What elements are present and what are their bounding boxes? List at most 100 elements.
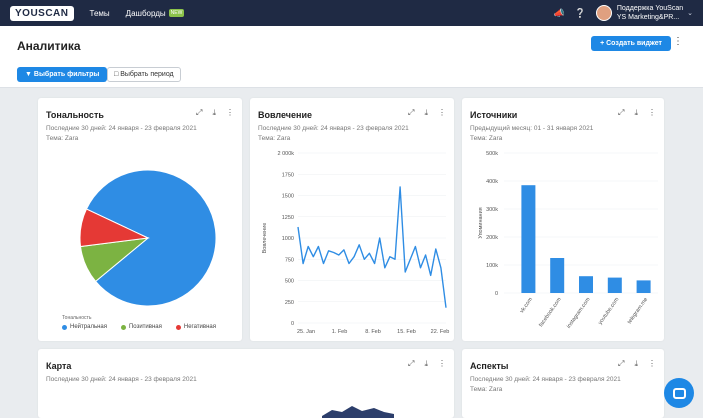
calendar-icon: □ bbox=[114, 71, 119, 78]
bar-vk.com[interactable] bbox=[521, 185, 536, 293]
y-tick-label: 200k bbox=[486, 235, 498, 241]
y-tick-label: 0 bbox=[291, 321, 294, 327]
nav-dashboards[interactable]: Дашборды NEW bbox=[126, 9, 185, 18]
engagement-series-line[interactable] bbox=[297, 186, 447, 308]
y-tick-label: 0 bbox=[495, 291, 498, 297]
card-topic: Тема: Zara bbox=[470, 386, 503, 393]
sentiment-card: Тональность Последние 30 дней: 24 января… bbox=[38, 98, 242, 341]
y-tick-label: 100k bbox=[486, 263, 498, 269]
bar-facebook.com[interactable] bbox=[550, 258, 565, 293]
card-period: Последние 30 дней: 24 января - 23 феврал… bbox=[46, 376, 197, 383]
legend: Нейтральная Позитивная Негативная bbox=[62, 324, 230, 330]
nav-topics[interactable]: Темы bbox=[90, 9, 110, 18]
select-filters-label: Выбрать фильтры bbox=[33, 71, 100, 78]
legend-dot bbox=[175, 324, 181, 330]
card-period: Последние 30 дней: 24 января - 23 феврал… bbox=[46, 125, 197, 132]
y-tick-label: 300k bbox=[486, 207, 498, 213]
chat-button[interactable] bbox=[664, 378, 694, 408]
more-icon[interactable]: ⋮ bbox=[648, 359, 656, 368]
x-tick-label: 8. Feb bbox=[365, 329, 381, 335]
card-title: Аспекты bbox=[470, 361, 509, 371]
card-title: Тональность bbox=[46, 110, 104, 120]
legend-label: Позитивная bbox=[128, 324, 162, 330]
x-tick-label: 25. Jan bbox=[297, 329, 315, 335]
legend-item-positive[interactable]: Позитивная bbox=[120, 324, 162, 330]
user-menu[interactable]: Поддержка YouScan YS Marketing&PR... bbox=[617, 4, 683, 22]
legend-dot bbox=[120, 324, 126, 330]
pie-slice-0[interactable] bbox=[85, 169, 217, 307]
more-icon[interactable]: ⋮ bbox=[226, 108, 234, 117]
x-tick-label: telegram.me bbox=[627, 297, 649, 325]
x-tick-label: 1. Feb bbox=[332, 329, 348, 335]
chat-icon bbox=[672, 387, 686, 399]
y-tick-label: 2 000k bbox=[277, 151, 294, 157]
bar-youtube.com[interactable] bbox=[607, 277, 622, 293]
avatar[interactable] bbox=[595, 5, 612, 21]
page-title: Аналитика bbox=[17, 39, 81, 53]
card-title: Вовлечение bbox=[258, 110, 312, 120]
nav-dashboards-label: Дашборды bbox=[125, 8, 166, 18]
y-tick-label: 400k bbox=[486, 179, 498, 185]
y-tick-label: 750 bbox=[285, 257, 294, 263]
more-icon[interactable]: ⋮ bbox=[673, 36, 683, 47]
y-tick-label: 1250 bbox=[282, 215, 294, 221]
download-icon[interactable]: ⤓ bbox=[424, 359, 428, 368]
map-card: Карта Последние 30 дней: 24 января - 23 … bbox=[38, 349, 454, 418]
x-tick-label: instagram.com bbox=[566, 296, 592, 329]
bar-telegram.me[interactable] bbox=[636, 280, 651, 293]
x-tick-label: facebook.com bbox=[538, 296, 563, 328]
expand-icon[interactable]: ⤢ bbox=[408, 359, 415, 368]
y-tick-label: 250 bbox=[285, 300, 294, 306]
help-icon[interactable]: ❔ bbox=[574, 7, 586, 18]
sources-card: Источники Предыдущий месяц: 01 - 31 янва… bbox=[462, 98, 664, 341]
card-topic: Тема: Zara bbox=[258, 135, 291, 142]
legend-item-negative[interactable]: Негативная bbox=[175, 324, 216, 330]
y-axis-label: Вовлечение bbox=[262, 223, 268, 254]
pie-slice-2[interactable] bbox=[79, 208, 150, 248]
pie-group bbox=[79, 169, 217, 307]
select-filters-button[interactable]: ▼ Выбрать фильтры bbox=[17, 67, 108, 82]
youscan-logo[interactable]: YOUSCAN bbox=[10, 5, 74, 21]
legend-label: Нейтральная bbox=[70, 324, 107, 330]
nav-topics-label: Темы bbox=[89, 8, 110, 18]
download-icon[interactable]: ⤓ bbox=[424, 108, 428, 117]
user-name: Поддержка YouScan bbox=[616, 5, 684, 12]
new-badge: NEW bbox=[168, 9, 185, 17]
y-tick-label: 500k bbox=[486, 151, 498, 157]
user-workspace: YS Marketing&PR... bbox=[616, 14, 680, 21]
y-tick-label: 1000 bbox=[282, 236, 294, 242]
create-widget-button[interactable]: + Создать виджет bbox=[591, 36, 671, 51]
megaphone-icon[interactable]: 📣 bbox=[553, 7, 565, 18]
download-icon[interactable]: ⤓ bbox=[212, 108, 216, 117]
more-icon[interactable]: ⋮ bbox=[648, 108, 656, 117]
x-tick-label: 22. Feb bbox=[431, 329, 450, 335]
legend-title: Тональность bbox=[62, 315, 92, 321]
create-widget-label: Создать виджет bbox=[606, 40, 662, 47]
bar-instagram.com[interactable] bbox=[579, 276, 593, 293]
chevron-down-icon[interactable]: ⌄ bbox=[687, 10, 693, 17]
aspects-card: Аспекты Последние 30 дней: 24 января - 2… bbox=[462, 349, 664, 418]
expand-icon[interactable]: ⤢ bbox=[618, 359, 625, 368]
expand-icon[interactable]: ⤢ bbox=[196, 108, 203, 117]
y-axis-label: Упоминания bbox=[478, 207, 484, 238]
select-period-label: Выбрать период bbox=[120, 71, 174, 78]
x-tick-label: 15. Feb bbox=[397, 329, 416, 335]
top-navbar: YOUSCAN Темы Дашборды NEW 📣 ❔ Поддержка … bbox=[0, 0, 703, 26]
expand-icon[interactable]: ⤢ bbox=[618, 108, 625, 117]
legend-dot bbox=[62, 324, 67, 330]
sources-bar-chart: 0 100k 200k 300k 400k 500k Упоминания vk.com fac… bbox=[478, 151, 658, 330]
download-icon[interactable]: ⤓ bbox=[634, 359, 638, 368]
download-icon[interactable]: ⤓ bbox=[634, 108, 638, 117]
card-period: Предыдущий месяц: 01 - 31 января 2021 bbox=[470, 125, 594, 132]
card-title: Карта bbox=[46, 361, 72, 371]
more-icon[interactable]: ⋮ bbox=[438, 359, 446, 368]
y-tick-label: 1500 bbox=[282, 194, 294, 200]
select-period-button[interactable]: □ Выбрать период bbox=[107, 67, 181, 82]
expand-icon[interactable]: ⤢ bbox=[408, 108, 415, 117]
legend-item-neutral[interactable]: Нейтральная bbox=[62, 324, 107, 330]
sentiment-pie-chart bbox=[79, 169, 217, 307]
more-icon[interactable]: ⋮ bbox=[438, 108, 446, 117]
x-tick-label: youtube.com bbox=[597, 296, 620, 326]
card-topic: Тема: Zara bbox=[46, 135, 79, 142]
y-tick-label: 500 bbox=[285, 279, 294, 285]
